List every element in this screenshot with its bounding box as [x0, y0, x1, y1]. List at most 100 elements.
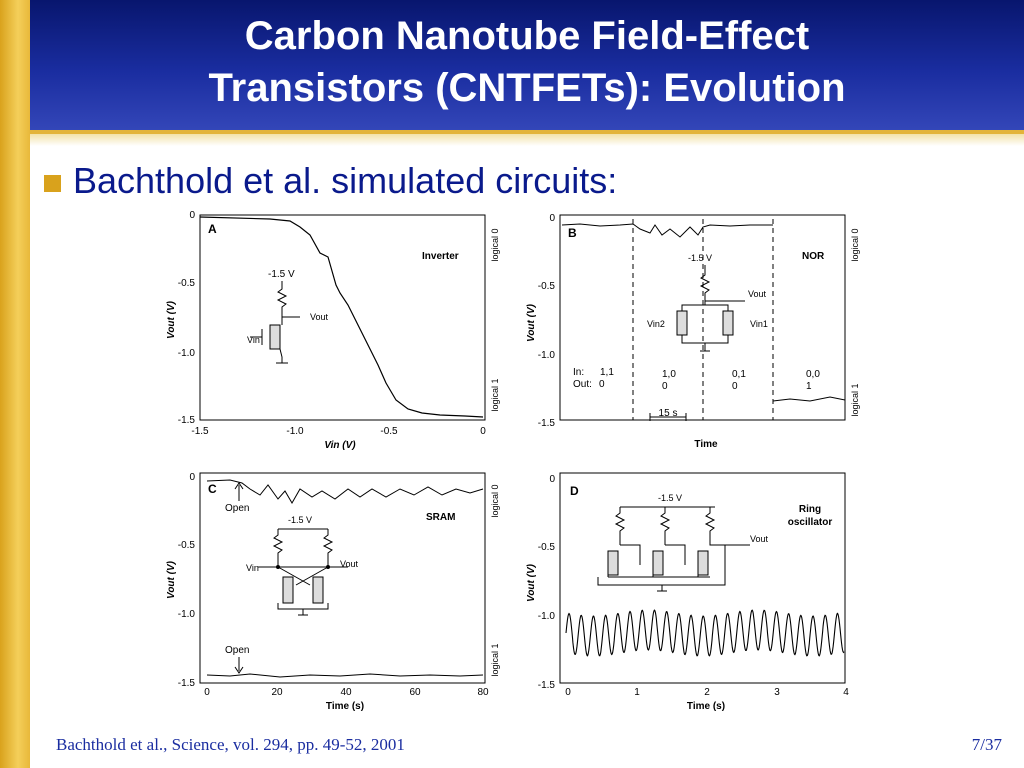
bullet-square-icon: [44, 174, 61, 192]
panel-b-transistor-1: [676, 310, 688, 336]
panel-b-name: NOR: [802, 251, 825, 262]
panel-b-supply: -1.5 V: [688, 253, 712, 263]
panel-c-node-left: [276, 565, 280, 569]
panel-c-open-bottom-arrow-icon: [234, 657, 244, 674]
panel-a-ytick: -0.5: [178, 278, 196, 289]
panel-d: D Ring oscillator 0 -0.5 -1.0 -1.5 0 1 2…: [526, 472, 849, 712]
panel-c-trace-bottom: [206, 673, 484, 678]
panel-a-frame: [199, 214, 486, 421]
panel-d-letter: D: [570, 484, 579, 498]
panel-a-xtick: 0: [480, 426, 486, 437]
panel-d-transistor-2: [652, 550, 664, 576]
panel-a-supply: -1.5 V: [268, 269, 295, 280]
panel-b-in-value: 1,1: [600, 367, 614, 378]
panel-d-frame: [559, 472, 846, 684]
panel-b-ytick: 0: [549, 213, 555, 224]
panel-d-ytick: -1.0: [538, 611, 556, 622]
panel-c-open-bottom: Open: [225, 645, 249, 656]
panel-d-vout: Vout: [750, 534, 769, 544]
panel-c: C SRAM 0 -0.5 -1.0 -1.5 0 20 40 60 80 Ti…: [166, 472, 500, 712]
panel-d-ytick: 0: [549, 474, 555, 485]
panel-b-out-value: 0: [599, 379, 605, 390]
panel-a-ytick: -1.0: [178, 348, 196, 359]
panel-a-resistor: [276, 281, 300, 325]
panel-d-xtick: 2: [704, 687, 710, 698]
panel-c-supply: -1.5 V: [288, 515, 312, 525]
panel-a-curve: [199, 216, 484, 418]
panel-b-out-value: 1: [806, 381, 812, 392]
title-banner-shadow: [30, 134, 1024, 146]
panel-b-vout: Vout: [748, 289, 767, 299]
panel-b-vin2: Vin2: [647, 319, 665, 329]
panel-c-ytick: -1.5: [178, 678, 196, 689]
panel-c-letter: C: [208, 482, 217, 496]
panel-b-in-value: 0,1: [732, 369, 746, 380]
panel-c-vin: Vin: [246, 563, 259, 573]
panel-a: A Inverter 0 -0.5 -1.0 -1.5 -1.5 -1.0 -0…: [166, 210, 500, 451]
panel-c-logical1: logical 1: [490, 643, 500, 676]
figure-panels: A Inverter 0 -0.5 -1.0 -1.5 -1.5 -1.0 -0…: [150, 205, 870, 725]
panel-c-ylabel: Vout (V): [166, 560, 177, 599]
panel-c-xtick: 0: [204, 687, 210, 698]
panel-c-circuit: [258, 528, 348, 616]
panel-d-supply: -1.5 V: [658, 493, 682, 503]
panel-b-out-value: 0: [662, 381, 668, 392]
panel-a-xtick: -0.5: [380, 426, 398, 437]
panel-d-ytick: -1.5: [538, 680, 556, 691]
panel-a-xtick: -1.0: [286, 426, 304, 437]
panel-c-ytick: -1.0: [178, 609, 196, 620]
panel-c-vout: Vout: [340, 559, 359, 569]
panel-a-xlabel: Vin (V): [324, 440, 356, 451]
panel-d-ytick: -0.5: [538, 542, 556, 553]
panel-a-vout: Vout: [310, 312, 329, 322]
panel-d-oscillation-trace: [565, 609, 845, 657]
panel-c-ytick: -0.5: [178, 540, 196, 551]
panel-d-circuit: [597, 506, 750, 592]
panel-b-out-label: Out:: [573, 379, 592, 390]
title-banner: [30, 0, 1024, 134]
panel-d-transistor-1: [607, 550, 619, 576]
panel-b-transistor-2: [722, 310, 734, 336]
panel-a-logical0: logical 0: [490, 228, 500, 261]
panel-b-in-value: 0,0: [806, 369, 820, 380]
figure-svg: A Inverter 0 -0.5 -1.0 -1.5 -1.5 -1.0 -0…: [166, 210, 860, 712]
panel-c-ytick: 0: [189, 472, 195, 483]
panel-b: B NOR 0 -0.5 -1.0 -1.5 Time Vout (V) log…: [526, 213, 860, 450]
panel-b-logical1: logical 1: [850, 383, 860, 416]
bullet-item: Bachthold et al. simulated circuits:: [44, 160, 617, 202]
page-number: 7/37: [971, 735, 1002, 754]
title-line-1: Carbon Nanotube Field-Effect: [244, 14, 810, 58]
panel-b-trace: [561, 223, 846, 402]
panel-b-xlabel: Time: [694, 439, 718, 450]
panel-a-ytick: 0: [189, 210, 195, 221]
panel-d-transistor-3: [697, 550, 709, 576]
panel-d-xtick: 0: [565, 687, 571, 698]
panel-b-logical0: logical 0: [850, 228, 860, 261]
panel-c-xtick: 40: [340, 687, 352, 698]
panel-b-scalebar: [649, 413, 687, 421]
panel-a-name: Inverter: [422, 251, 459, 262]
panel-c-open-top-arrow-icon: [234, 482, 244, 501]
panel-d-xtick: 3: [774, 687, 780, 698]
left-accent-bar: [0, 0, 30, 768]
panel-b-in-value: 1,0: [662, 369, 676, 380]
panel-c-transistor-2: [312, 576, 324, 604]
panel-b-timescale: 15 s: [659, 408, 678, 419]
panel-c-trace-top: [206, 479, 484, 504]
panel-a-ylabel: Vout (V): [166, 300, 177, 339]
panel-b-out-value: 0: [732, 381, 738, 392]
panel-a-logical1: logical 1: [490, 378, 500, 411]
panel-c-name: SRAM: [426, 512, 455, 523]
slide-title: Carbon Nanotube Field-Effect Transistors…: [30, 10, 1024, 114]
panel-d-xlabel: Time (s): [687, 701, 725, 712]
panel-b-letter: B: [568, 226, 577, 240]
panel-c-frame: [199, 472, 486, 684]
panel-a-letter: A: [208, 222, 217, 236]
panel-d-xtick: 4: [843, 687, 849, 698]
panel-c-xlabel: Time (s): [326, 701, 364, 712]
panel-d-name-2: oscillator: [788, 517, 833, 528]
panel-c-node-right: [326, 565, 330, 569]
panel-d-name-1: Ring: [799, 504, 821, 515]
panel-a-xtick: -1.5: [191, 426, 209, 437]
panel-b-in-label: In:: [573, 367, 584, 378]
